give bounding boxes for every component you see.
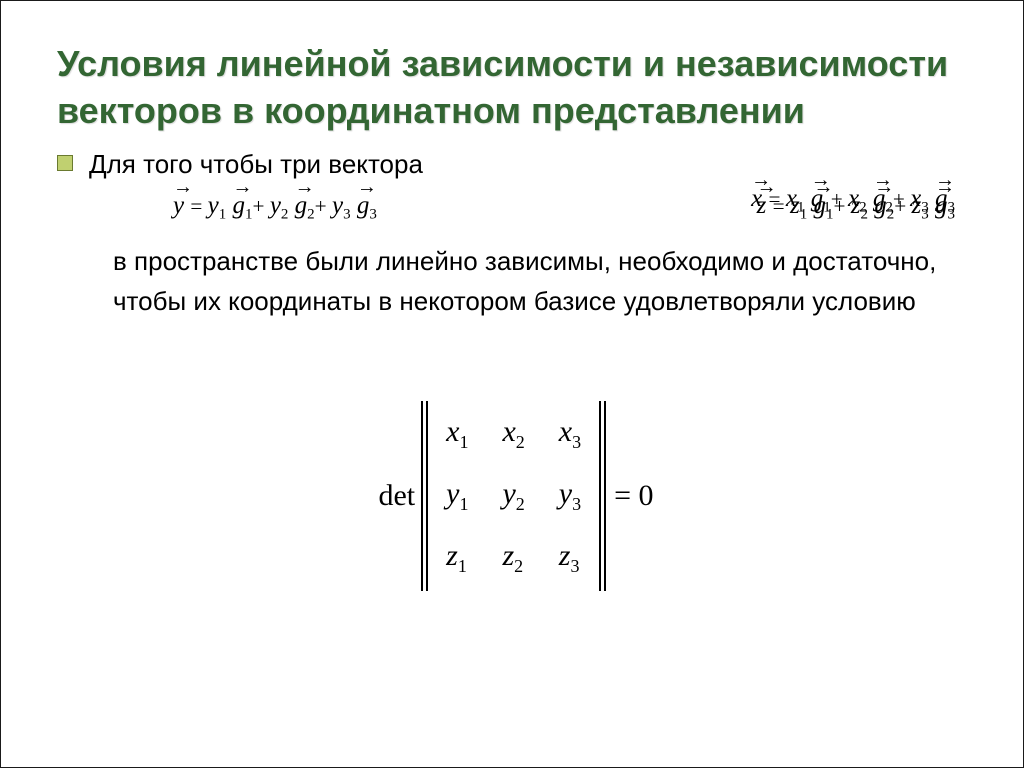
slide-body: →x = x1 →g1+ x2 →g2+ x3 →g3 Для того что… bbox=[57, 145, 975, 592]
det-rhs: = 0 bbox=[614, 479, 653, 513]
det-matrix-wrap: x1 x2 x3 y1 y2 y3 z1 z2 z3 bbox=[421, 401, 606, 591]
bullet-icon bbox=[57, 155, 73, 171]
slide: Условия линейной зависимости и независим… bbox=[0, 0, 1024, 768]
det-matrix: x1 x2 x3 y1 y2 y3 z1 z2 z3 bbox=[428, 401, 599, 591]
det-label: det bbox=[378, 479, 415, 513]
vector-equation-x: →x = x1 →g1+ x2 →g2+ x3 →g3 bbox=[751, 171, 955, 216]
paragraph: в пространстве были линейно зависимы, не… bbox=[57, 241, 975, 322]
vector-equation-y: →y = y1 →g1+ y2 →g2+ y3 →g3 bbox=[173, 178, 377, 223]
determinant: det x1 x2 x3 y1 y2 y3 z1 z2 z3 = 0 bbox=[57, 401, 975, 591]
slide-title: Условия линейной зависимости и независим… bbox=[57, 41, 975, 135]
